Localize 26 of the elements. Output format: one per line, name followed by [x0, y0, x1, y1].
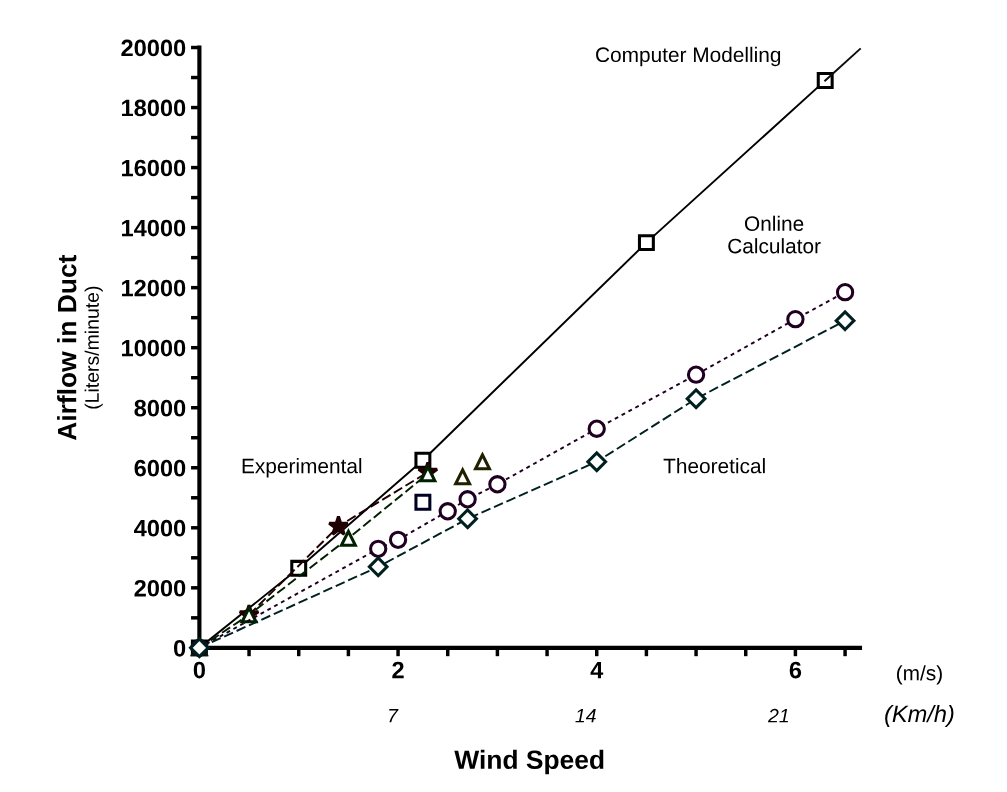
y-tick-label: 12000 — [122, 279, 186, 297]
y-axis-title: Airflow in Duct (Liters/minute) — [57, 254, 103, 441]
text: (m/s) — [897, 665, 942, 685]
y-tick-label: 20000 — [121, 39, 186, 57]
y-tick-label: 16000 — [122, 159, 186, 177]
x2-tick-label: 14 — [575, 708, 596, 723]
y-tick-label: 10000 — [122, 339, 186, 357]
y-tick-label: 14000 — [122, 219, 186, 237]
y-tick-label: 8000 — [134, 399, 186, 417]
x2-tick-label: 7 — [389, 708, 399, 723]
x-tick-label: 2 — [392, 661, 404, 679]
x-tick-label: 6 — [789, 661, 802, 679]
annotation: Computer Modelling — [596, 46, 781, 67]
y-tick-label: 18000 — [122, 99, 186, 117]
annotation: Online Calculator — [728, 215, 821, 254]
x2-tick-label: 21 — [767, 708, 789, 723]
annotation: Experimental — [242, 458, 362, 478]
y-tick-label: 2000 — [134, 579, 186, 597]
x-tick-label: 0 — [193, 661, 205, 679]
y-tick-label: 4000 — [134, 519, 186, 537]
y-tick-label: 6000 — [134, 459, 186, 477]
y-tick-label: 0 — [173, 639, 186, 657]
x2-axis-title: (Km/h) — [885, 704, 954, 727]
x-axis-title: Wind Speed — [454, 749, 604, 775]
x-tick-label: 4 — [590, 661, 604, 679]
annotation: Theoretical — [663, 458, 765, 474]
